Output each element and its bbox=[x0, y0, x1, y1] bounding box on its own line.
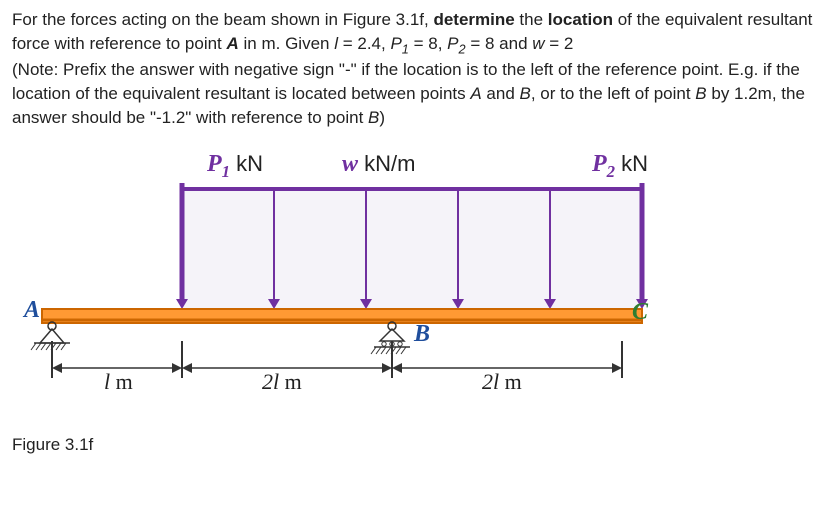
q-l3f: B bbox=[695, 84, 706, 103]
q-l2i: P bbox=[447, 34, 458, 53]
q-l2j: 2 bbox=[459, 41, 466, 56]
figure-area: P1 kN w kN/m P2 kN A B C l m 2l m 2l m bbox=[12, 149, 712, 429]
q-l1b: determine bbox=[433, 10, 514, 29]
q-l2e: = 2.4, bbox=[338, 34, 390, 53]
dim-2l-right: 2l m bbox=[482, 369, 522, 395]
q-l3b: A bbox=[470, 84, 481, 103]
label-w: w kN/m bbox=[342, 151, 415, 178]
dim-l: l m bbox=[104, 369, 133, 395]
label-p1: P1 kN bbox=[207, 151, 263, 182]
label-point-a: A bbox=[24, 297, 40, 324]
q-l2l: w bbox=[532, 34, 544, 53]
q-l2f: P bbox=[390, 34, 401, 53]
q-l2b: A bbox=[227, 34, 239, 53]
q-l2m: = 2 bbox=[545, 34, 574, 53]
q-l3e: , or to the left of point bbox=[531, 84, 695, 103]
figure-caption: Figure 3.1f bbox=[12, 435, 814, 455]
q-l1d: location bbox=[548, 10, 613, 29]
label-point-b: B bbox=[414, 321, 430, 348]
q-l1a: For the forces acting on the beam shown … bbox=[12, 10, 433, 29]
q-l3c: and bbox=[482, 84, 520, 103]
q-l2c: in m. Given bbox=[239, 34, 334, 53]
dim-2l-left: 2l m bbox=[262, 369, 302, 395]
label-point-c: C bbox=[632, 299, 648, 326]
q-l2h: = 8, bbox=[409, 34, 447, 53]
q-l3i: ) bbox=[379, 108, 385, 127]
q-l1e: of the bbox=[613, 10, 660, 29]
label-p2: P2 kN bbox=[592, 151, 648, 182]
q-l2g: 1 bbox=[402, 41, 409, 56]
q-l3d: B bbox=[520, 84, 531, 103]
question-text: For the forces acting on the beam shown … bbox=[12, 8, 814, 129]
q-l3h: B bbox=[368, 108, 379, 127]
q-l1c: the bbox=[515, 10, 548, 29]
q-l2k: = 8 and bbox=[466, 34, 533, 53]
